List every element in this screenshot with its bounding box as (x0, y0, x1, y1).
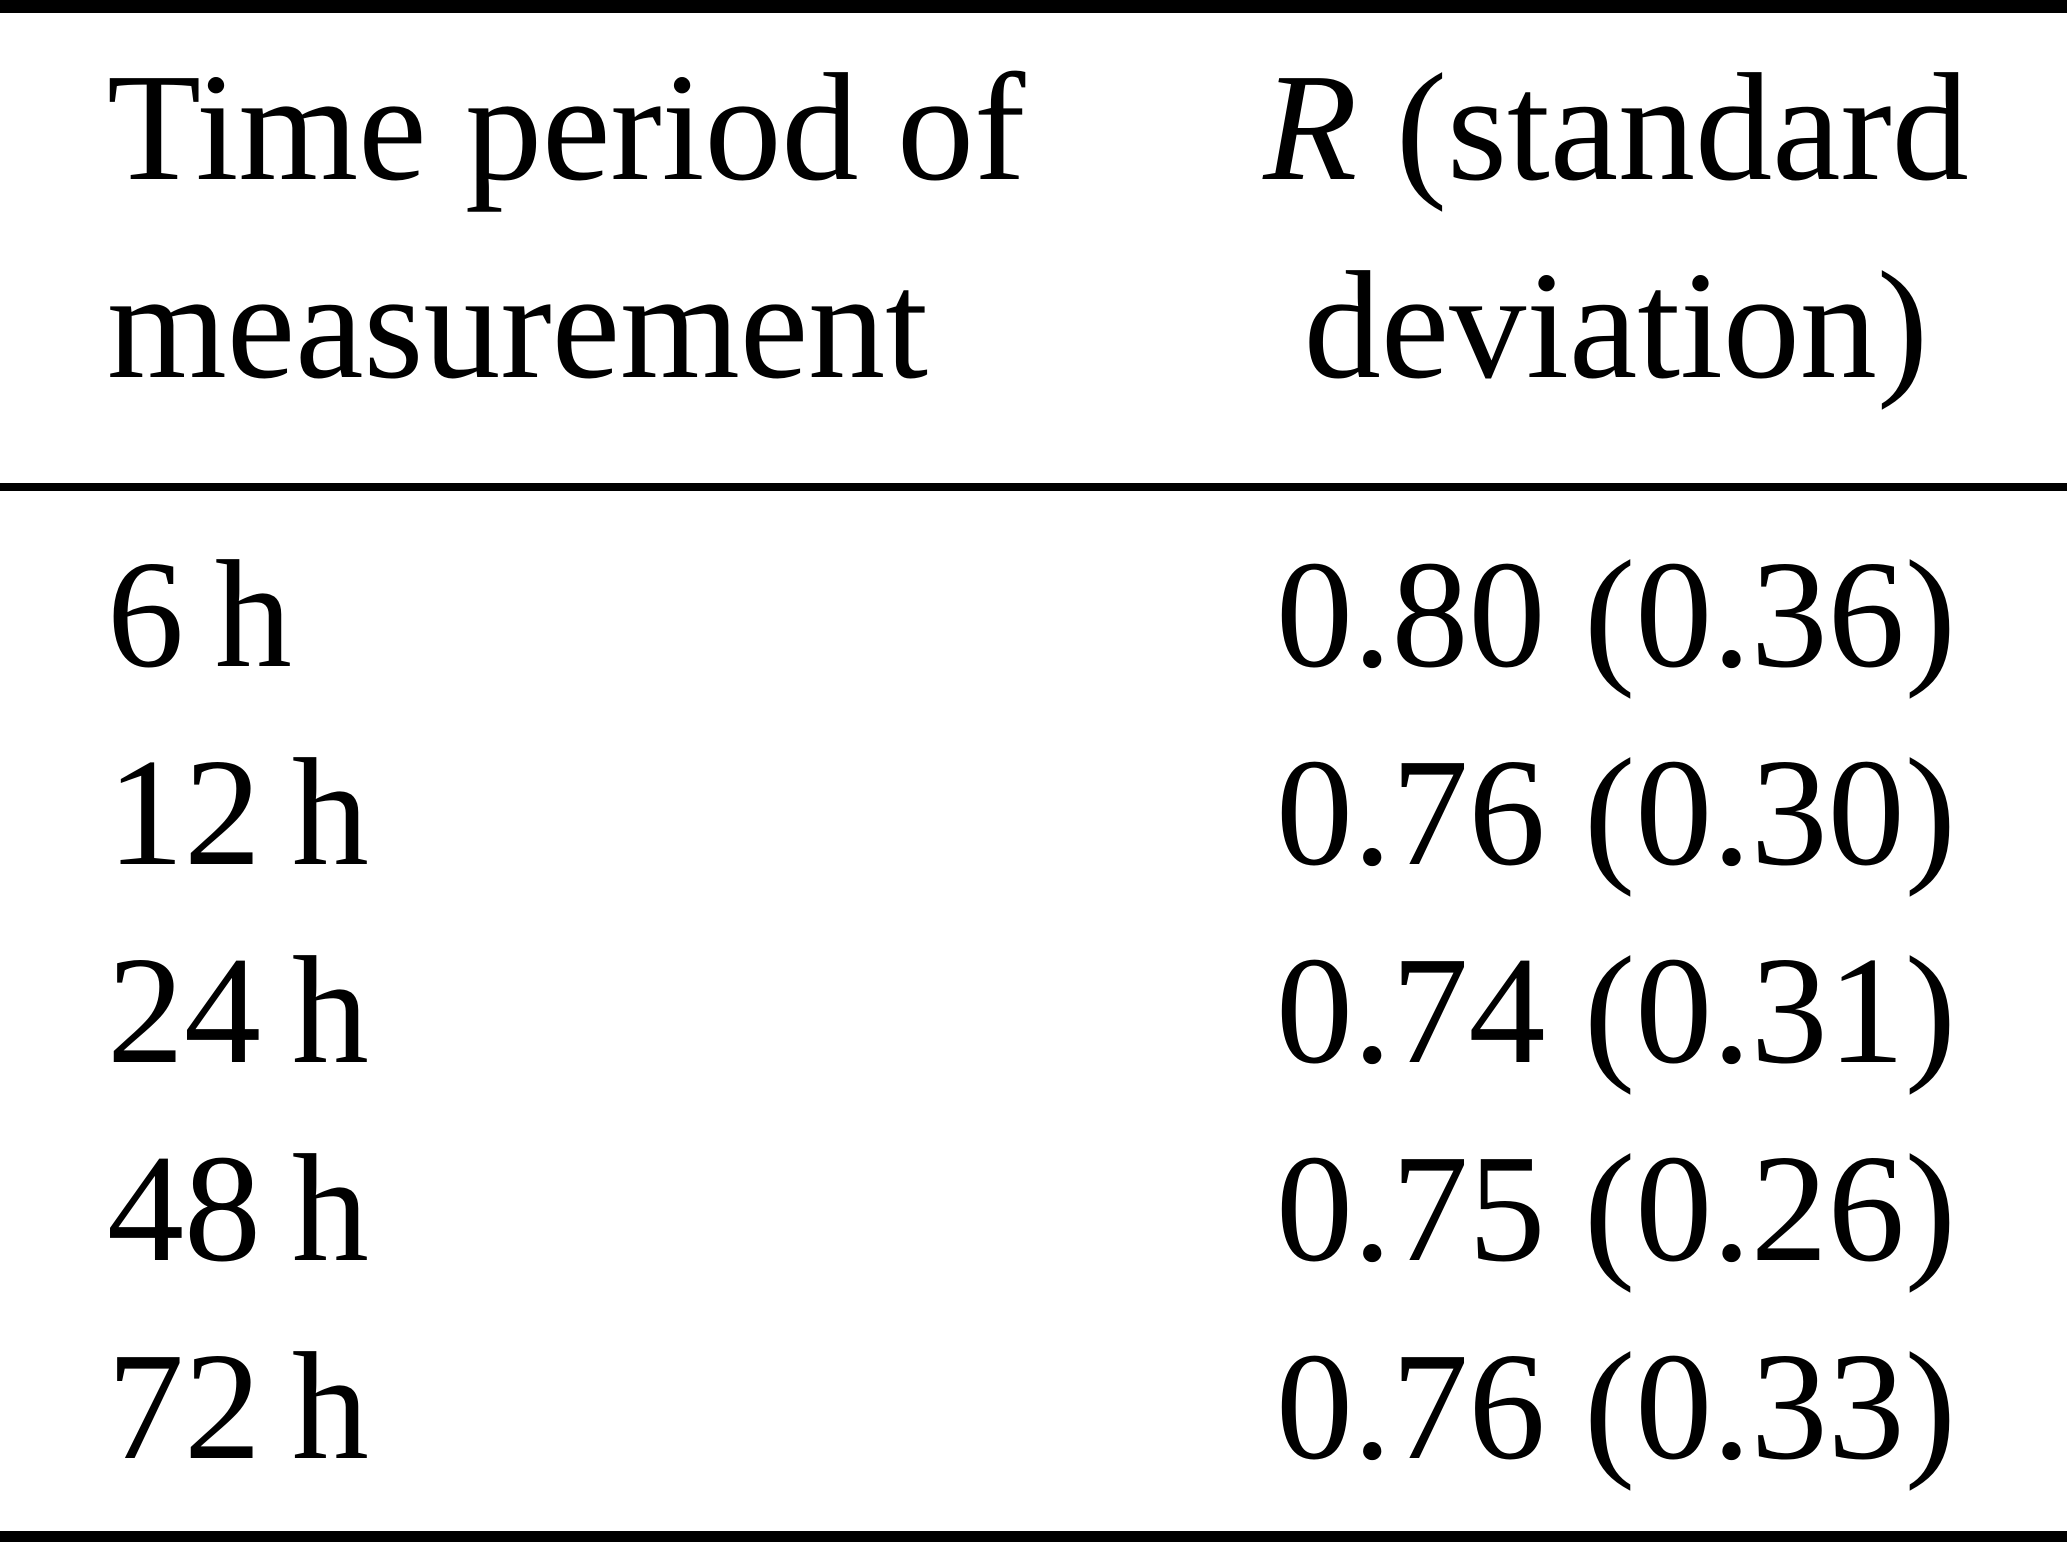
header-r-standard-deviation: R (standard deviation) (1165, 29, 2067, 425)
table-top-rule (0, 0, 2067, 13)
table-row: 72 h 0.76 (0.33) (0, 1308, 2067, 1506)
table-row: 48 h 0.75 (0.26) (0, 1110, 2067, 1308)
table-header-row: Time period of measurement R (standard d… (0, 29, 2067, 425)
value-cell: 0.80 (0.36) (1275, 530, 1957, 700)
time-cell: 72 h (107, 1322, 369, 1492)
value-cell: 0.75 (0.26) (1275, 1124, 1957, 1294)
time-cell: 6 h (107, 530, 292, 700)
time-cell: 48 h (107, 1124, 369, 1294)
table-body: 6 h 0.80 (0.36) 12 h 0.76 (0.30) 24 h 0.… (0, 516, 2067, 1506)
table-row: 6 h 0.80 (0.36) (0, 516, 2067, 714)
time-cell: 24 h (107, 926, 369, 1096)
value-cell: 0.76 (0.33) (1275, 1322, 1957, 1492)
table-bottom-rule (0, 1531, 2067, 1542)
table-row: 12 h 0.76 (0.30) (0, 714, 2067, 912)
table-row: 24 h 0.74 (0.31) (0, 912, 2067, 1110)
value-cell: 0.74 (0.31) (1275, 926, 1957, 1096)
time-cell: 12 h (107, 728, 369, 898)
header-r-symbol: R (1263, 43, 1358, 213)
header-time-period: Time period of measurement (107, 43, 1026, 411)
table-header-divider-rule (0, 483, 2067, 491)
value-cell: 0.76 (0.30) (1275, 728, 1957, 898)
header-standard-deviation-label: (standard deviation) (1303, 43, 1969, 411)
